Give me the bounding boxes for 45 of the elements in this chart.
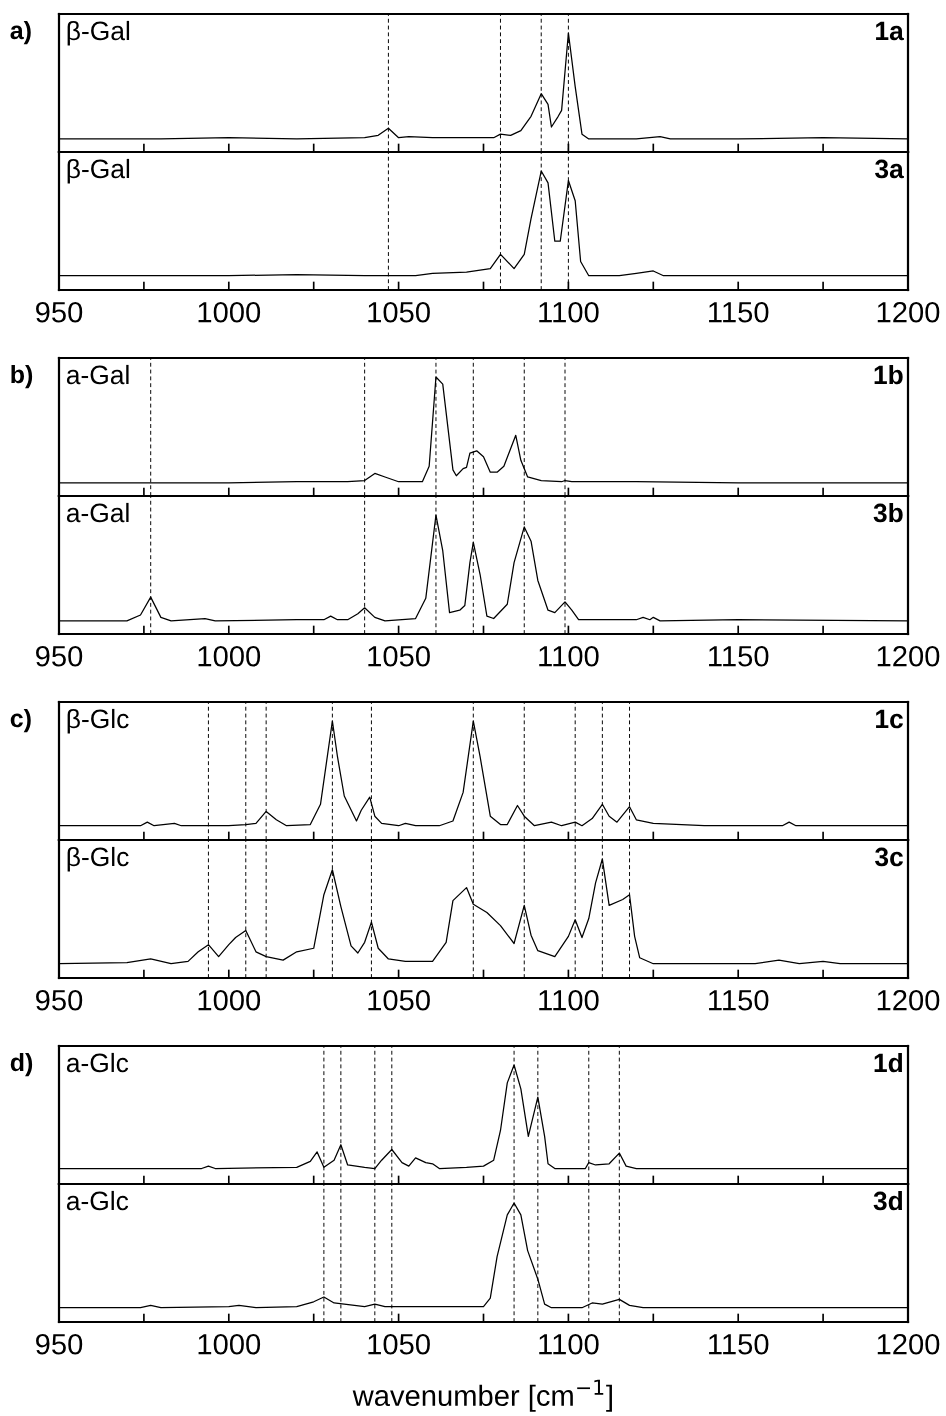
annotation: a-Gal bbox=[66, 502, 129, 523]
annotation: 3c bbox=[875, 847, 903, 867]
x-tick-label: 1200 bbox=[877, 1333, 940, 1355]
x-tick-label: 950 bbox=[36, 301, 83, 323]
text: b) bbox=[11, 364, 33, 389]
x-axis-title: wavenumber [cm$^{−1}$] bbox=[352, 1379, 612, 1412]
x-tick-label: 1150 bbox=[709, 301, 769, 323]
x-tick-label: 1150 bbox=[709, 645, 769, 667]
x-tick-label: 950 bbox=[36, 1333, 83, 1355]
x-tick-label: 1050 bbox=[368, 301, 430, 323]
x-tick-label: 1150 bbox=[709, 989, 769, 1011]
annotation: 3b bbox=[873, 502, 903, 523]
text: c) bbox=[10, 708, 31, 733]
x-tick-label: 1050 bbox=[368, 645, 430, 667]
x-tick-label: 1100 bbox=[539, 1333, 599, 1355]
annotation: a-Glc bbox=[66, 1052, 129, 1073]
annotation: β-Glc bbox=[67, 846, 129, 872]
x-tick-label: 1100 bbox=[539, 989, 599, 1011]
x-tick-label: 1150 bbox=[709, 1333, 769, 1355]
x-tick-label: 1000 bbox=[198, 1333, 261, 1355]
text: a) bbox=[10, 20, 31, 45]
x-tick-label: 950 bbox=[36, 645, 83, 667]
x-tick-label: 950 bbox=[36, 989, 83, 1011]
x-tick-label: 1050 bbox=[368, 989, 430, 1011]
x-tick-label: 1000 bbox=[198, 301, 261, 323]
annotation: 3a bbox=[875, 159, 904, 179]
annotation: β-Gal bbox=[67, 158, 130, 184]
x-tick-label: 1200 bbox=[877, 989, 940, 1011]
x-tick-label: 1050 bbox=[368, 1333, 430, 1355]
annotation: 1d bbox=[874, 1052, 903, 1073]
annotation: 1a bbox=[876, 21, 904, 41]
annotation: 1c bbox=[876, 709, 903, 729]
x-tick-label: 1100 bbox=[539, 301, 599, 323]
x-tick-label: 1100 bbox=[539, 645, 599, 667]
annotation: 1b bbox=[874, 364, 903, 385]
x-tick-label: 1200 bbox=[877, 301, 940, 323]
x-tick-label: 1000 bbox=[198, 645, 261, 667]
x-tick-label: 1000 bbox=[198, 989, 261, 1011]
annotation: a-Gal bbox=[66, 364, 129, 385]
annotation: β-Glc bbox=[67, 708, 129, 734]
x-tick-label: 1200 bbox=[877, 645, 940, 667]
annotation: β-Gal bbox=[67, 20, 130, 46]
text: d) bbox=[10, 1052, 33, 1077]
annotation: a-Glc bbox=[66, 1190, 129, 1211]
annotation: 3d bbox=[873, 1190, 903, 1211]
